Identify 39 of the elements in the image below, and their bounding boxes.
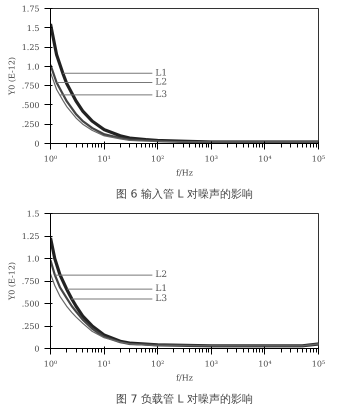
x-tick-label: 10³: [204, 360, 218, 368]
x-tick-label: 10⁵: [312, 154, 326, 164]
x-tick-label: 10²: [151, 360, 164, 368]
y-tick-label: 1.25: [22, 43, 40, 52]
annotation: L3: [155, 90, 168, 100]
y-tick-label: 0: [34, 140, 40, 148]
y-tick-label: .250: [22, 120, 40, 130]
x-tick-label: 10⁴: [258, 154, 272, 164]
annotation: L2: [155, 270, 168, 280]
y-tick-label: .250: [22, 322, 40, 331]
annotation: L1: [155, 284, 168, 294]
x-tick-label: 10²: [151, 154, 164, 164]
text: 图 6 输入管 L 对噪声的影响: [116, 188, 254, 200]
x-tick-label: 10¹: [97, 154, 111, 164]
y-tick-label: 1.25: [22, 232, 40, 241]
x-axis-title: f/Hz: [176, 168, 193, 178]
y-tick-label: .750: [22, 82, 40, 91]
x-axis-title: f/Hz: [176, 374, 193, 382]
y-tick-label: .500: [22, 100, 40, 110]
annotation: L1: [155, 68, 168, 78]
y-tick-label: 1.75: [22, 4, 40, 14]
y-axis-title: Y0 (E-12): [8, 56, 17, 96]
x-tick-label: 10³: [204, 154, 218, 164]
y-axis-title: Y0 (E-12): [8, 262, 17, 302]
x-tick-label: 10⁰: [44, 154, 58, 164]
annotation: L3: [155, 294, 168, 304]
y-tick-label: 1.5: [26, 24, 40, 33]
x-tick-label: 10⁵: [312, 360, 326, 368]
y-tick-label: .750: [22, 277, 40, 286]
y-tick-label: .500: [22, 300, 40, 308]
y-tick-label: 1.5: [26, 210, 40, 218]
x-tick-label: 10¹: [97, 360, 111, 368]
y-tick-label: 1.0: [26, 254, 40, 264]
annotation: L2: [155, 78, 168, 88]
text: 图 7 负载管 L 对噪声的影响: [116, 392, 254, 406]
x-tick-label: 10⁰: [44, 360, 58, 368]
y-tick-label: 0: [34, 344, 40, 354]
x-tick-label: 10⁴: [258, 360, 272, 368]
y-tick-label: 1.0: [26, 62, 40, 72]
